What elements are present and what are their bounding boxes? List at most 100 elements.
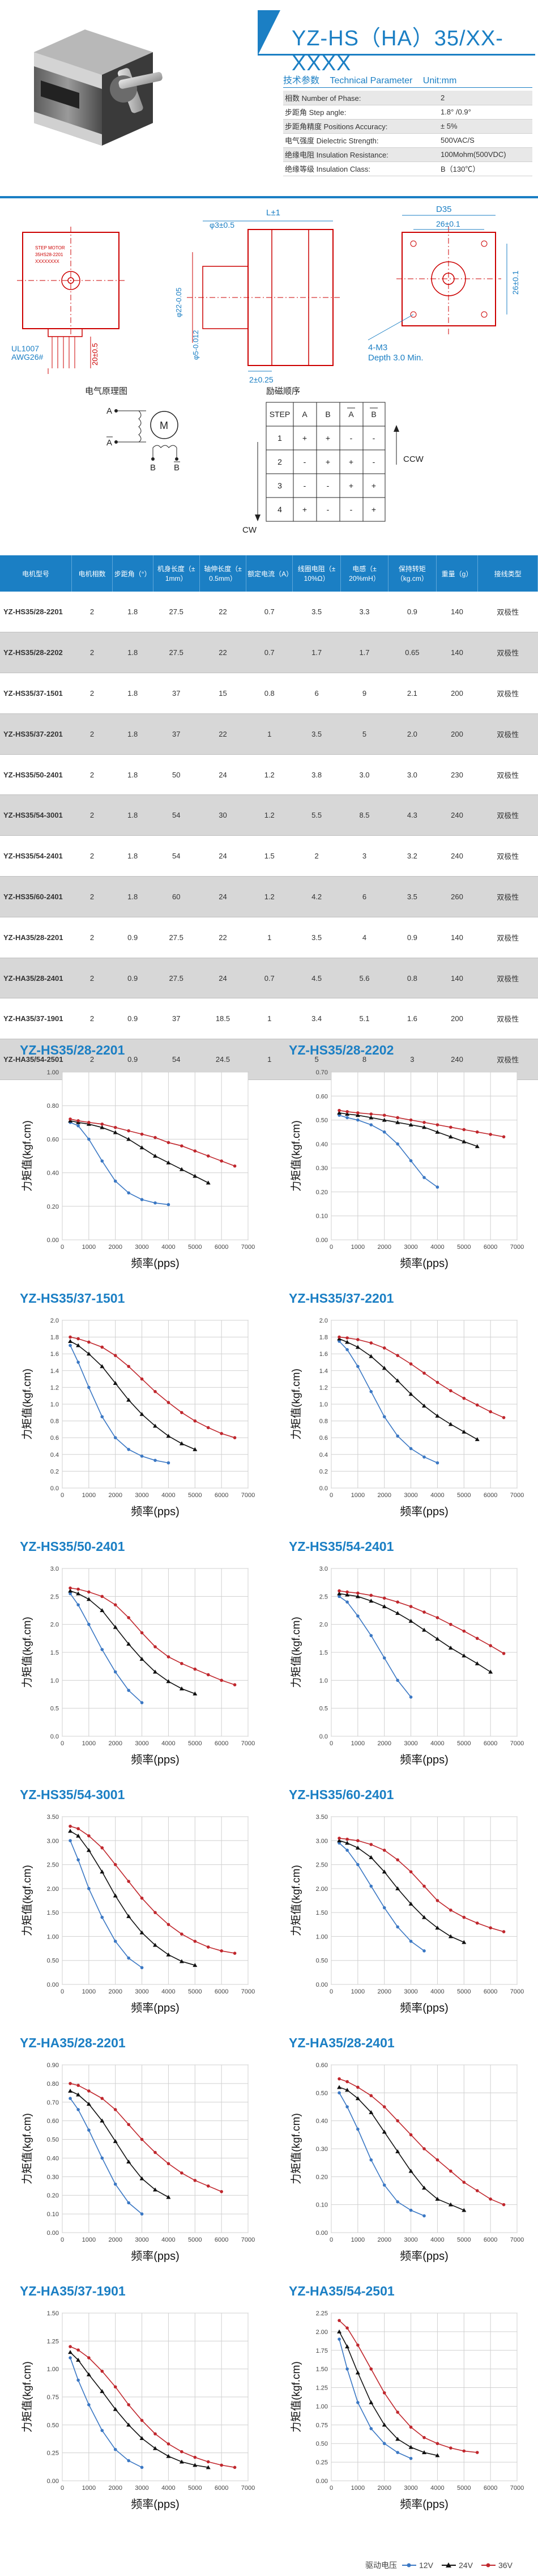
data-point	[127, 2123, 130, 2127]
spec-cell: 8.5	[340, 794, 388, 836]
y-tick-label: 0.25	[47, 2450, 59, 2457]
data-point	[76, 1343, 81, 1347]
header-section: YZ-HS（HA）35/XX-XXXX 技术参数 Technical Param…	[0, 0, 538, 198]
data-point	[69, 2082, 72, 2085]
y-tick-label: 0.00	[316, 2230, 328, 2237]
param-row: 相数 Number of Phase: 2	[283, 91, 532, 105]
data-point	[435, 2158, 439, 2162]
spec-cell: 双极性	[477, 592, 538, 633]
legend-title: 驱动电压	[365, 2561, 397, 2570]
x-tick-label: 3000	[404, 1740, 417, 1747]
data-point	[337, 2085, 342, 2089]
x-axis-label: 频率(pps)	[400, 1753, 449, 1766]
data-point	[86, 2372, 91, 2377]
data-point	[166, 2454, 171, 2458]
x-tick-label: 6000	[215, 1244, 228, 1251]
data-point	[140, 1132, 144, 1136]
electrical-schematic: 电气原理图 M A A B B	[85, 386, 180, 473]
spec-cell: 3.5	[292, 713, 341, 755]
y-tick-label: 0.30	[316, 1165, 328, 1172]
data-point	[489, 1644, 492, 1647]
spec-model-cell: YZ-HS35/28-2201	[0, 592, 72, 633]
chart-title: YZ-HS35/50-2401	[20, 1539, 125, 1554]
data-point	[435, 2442, 439, 2446]
data-point	[345, 1340, 350, 1344]
y-tick-label: 0.80	[47, 2081, 59, 2088]
x-tick-label: 3000	[135, 1244, 148, 1251]
data-point	[422, 1371, 426, 1375]
chart-title: YZ-HS35/37-2201	[289, 1291, 394, 1306]
x-axis-label: 频率(pps)	[131, 1753, 180, 1766]
x-tick-label: 6000	[484, 2485, 497, 2492]
y-axis-label: 力矩值(kgf.cm)	[21, 2361, 33, 2433]
data-point	[100, 1846, 104, 1850]
seq-cell: -	[350, 433, 353, 443]
spec-model-cell: YZ-HS35/37-2201	[0, 713, 72, 755]
seq-cell: -	[373, 433, 375, 443]
seq-cell: +	[326, 457, 330, 466]
torque-chart: 0.00 0.10 0.20 0.30 0.40 0.50 0.60 0.70 0.80 0.90…	[21, 2062, 255, 2263]
data-point	[345, 1110, 349, 1113]
data-point	[369, 1884, 373, 1888]
data-point	[369, 1115, 374, 1120]
y-tick-label: 0.2	[319, 1468, 328, 1475]
data-point	[409, 1447, 413, 1451]
spec-cell: 6	[340, 876, 388, 917]
param-value: B（130℃）	[439, 161, 532, 176]
data-point	[100, 1915, 104, 1919]
data-point	[345, 1592, 350, 1597]
data-point	[127, 1129, 130, 1133]
spec-cell: 140	[436, 917, 478, 958]
spec-cell: 4.5	[292, 958, 341, 999]
data-point	[76, 2378, 80, 2382]
data-point	[220, 1678, 223, 1682]
data-point	[396, 1858, 399, 1861]
x-tick-label: 4000	[161, 2237, 175, 2243]
data-point	[153, 1942, 157, 1947]
x-tick-label: 3000	[135, 1988, 148, 1995]
schematic-abar: A	[106, 438, 112, 448]
spec-cell: 双极性	[477, 835, 538, 877]
chart-title: YZ-HA35/28-2201	[20, 2035, 126, 2050]
x-tick-label: 4000	[430, 1244, 444, 1251]
y-tick-label: 1.4	[319, 1368, 328, 1375]
series-line	[339, 2078, 504, 2205]
data-point	[193, 1940, 197, 1943]
data-point	[396, 1354, 399, 1357]
data-point	[153, 2432, 157, 2435]
wire-label-1: UL1007	[11, 344, 39, 353]
spec-cell: 24	[199, 958, 246, 999]
seq-header-bbar: B	[371, 410, 376, 419]
spec-cell: 2	[71, 713, 113, 755]
data-point	[113, 1863, 117, 1867]
data-point	[449, 2169, 452, 2173]
data-point	[69, 1117, 72, 1121]
y-axis-label: 力矩值(kgf.cm)	[21, 1120, 33, 1192]
spec-cell: 0.9	[388, 917, 437, 958]
spec-cell: 3.2	[388, 835, 437, 877]
data-point	[153, 1669, 157, 1674]
data-point	[475, 1403, 479, 1407]
data-point	[153, 1423, 157, 1428]
data-point	[409, 1159, 413, 1163]
label-text-2: 35HS28-2201	[35, 252, 63, 257]
data-point	[140, 1701, 144, 1704]
spec-cell: 3.5	[388, 876, 437, 917]
data-point	[369, 1390, 373, 1393]
data-point	[338, 1595, 341, 1599]
spec-model-cell: YZ-HS35/28-2202	[0, 632, 72, 674]
x-tick-label: 6000	[215, 1492, 228, 1499]
data-point	[139, 1145, 144, 1150]
data-point	[409, 1695, 413, 1699]
data-point	[76, 1587, 80, 1591]
data-point	[127, 1880, 130, 1883]
data-point	[113, 1130, 118, 1134]
data-point	[100, 2118, 105, 2123]
data-point	[422, 2435, 426, 2439]
spec-cell: 1.6	[388, 998, 437, 1040]
x-tick-label: 1000	[82, 1740, 96, 1747]
x-tick-label: 2000	[377, 1244, 391, 1251]
spec-model-cell: YZ-HS35/60-2401	[0, 876, 72, 917]
data-point	[76, 2357, 81, 2362]
x-axis-label: 频率(pps)	[400, 1505, 449, 1518]
